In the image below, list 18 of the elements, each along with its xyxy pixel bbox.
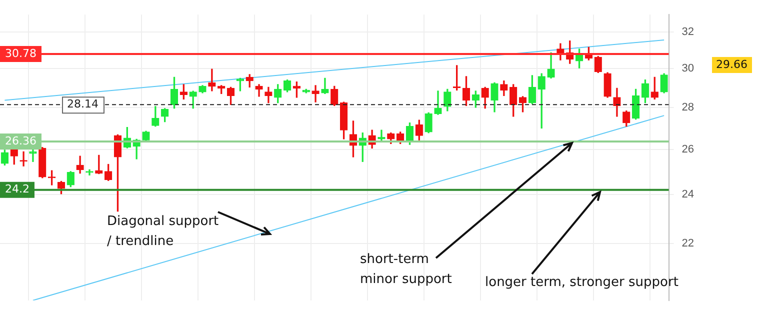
candlestick — [86, 169, 94, 176]
ref-line-label: 28.14 — [67, 97, 98, 110]
y-tick-label: 24 — [682, 188, 694, 201]
y-tick-label: 22 — [682, 238, 694, 250]
y-tick-label: 30 — [682, 62, 694, 74]
annotation: short-term minor support — [360, 251, 453, 289]
candlestick — [255, 84, 263, 97]
annotation: Diagonal support / trendline — [107, 213, 220, 251]
y-tick-label: 28 — [682, 101, 694, 114]
y-tick-label: 32 — [682, 26, 694, 38]
candlestick — [312, 85, 320, 102]
ref-line-label: 26.36 — [5, 134, 36, 148]
y-tick-label: 26 — [682, 143, 694, 156]
ref-line-label: 24.2 — [5, 182, 30, 196]
text: 29.66 — [712, 57, 752, 73]
ref-line-label: 30.78 — [5, 46, 36, 60]
candlestick — [208, 68, 216, 92]
annotation: longer term, stronger support — [485, 274, 680, 292]
